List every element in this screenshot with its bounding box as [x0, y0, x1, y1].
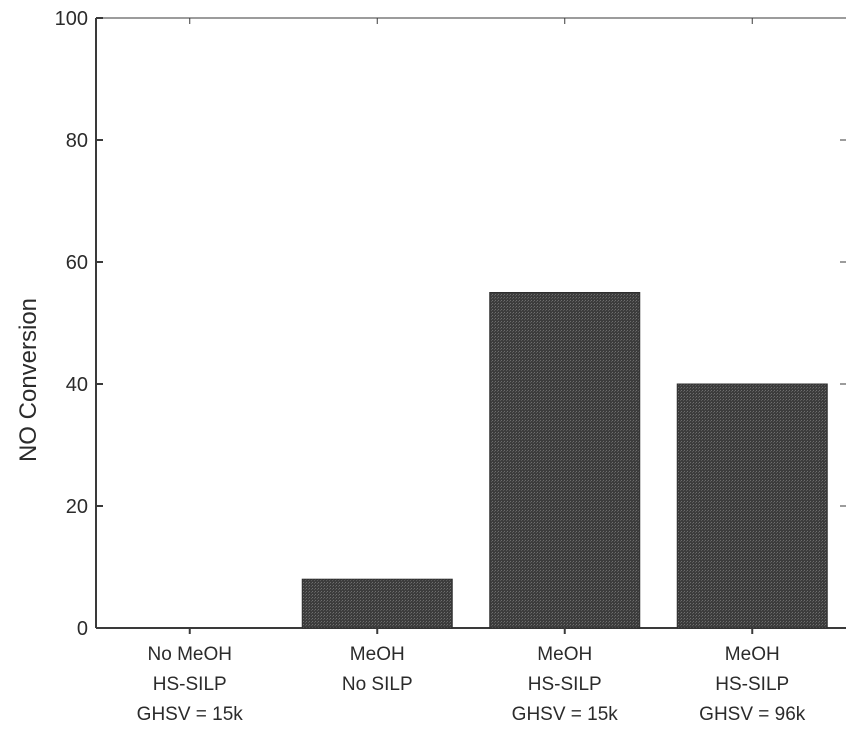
x-tick-label-line: GHSV = 96k: [699, 704, 806, 725]
y-tick-label: 40: [66, 374, 88, 396]
x-tick-label-line: HS-SILP: [715, 674, 789, 695]
x-tick-label-line: No SILP: [342, 674, 413, 695]
bar: [676, 383, 828, 629]
x-tick-label: MeOH HS-SILP GHSV = 96k: [699, 644, 806, 725]
y-tick-label: 60: [66, 252, 88, 274]
bars-group: [301, 292, 828, 629]
y-axis: 0 20 40 60 80 100: [55, 8, 846, 640]
bar: [301, 578, 453, 629]
x-tick-label-line: MeOH: [350, 644, 405, 665]
y-tick-label: 0: [77, 618, 88, 640]
x-tick-label: MeOH HS-SILP GHSV = 15k: [512, 644, 619, 725]
x-tick-label-line: MeOH: [725, 644, 780, 665]
x-tick-label-line: No MeOH: [148, 644, 232, 665]
x-tick-label: MeOH No SILP: [342, 644, 413, 695]
x-tick-label-line: GHSV = 15k: [137, 704, 244, 725]
x-tick-label-line: GHSV = 15k: [512, 704, 619, 725]
bar: [489, 292, 641, 629]
y-axis-title: NO Conversion: [15, 298, 42, 462]
y-tick-label: 20: [66, 496, 88, 518]
y-tick-label: 100: [55, 8, 88, 30]
x-axis: No MeOH HS-SILP GHSV = 15k MeOH No SILP MeOH H…: [137, 18, 806, 725]
x-tick-label-line: HS-SILP: [153, 674, 227, 695]
x-tick-label: No MeOH HS-SILP GHSV = 15k: [137, 644, 244, 725]
y-tick-label: 80: [66, 130, 88, 152]
x-tick-label-line: HS-SILP: [528, 674, 602, 695]
x-tick-label-line: MeOH: [537, 644, 592, 665]
